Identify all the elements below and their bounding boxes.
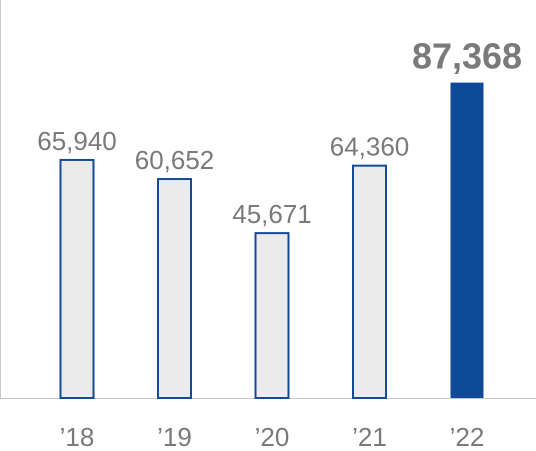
- bars-group: [59, 82, 484, 399]
- category-label-1: ’19: [157, 422, 192, 451]
- bar-4: [450, 82, 484, 399]
- bar-3: [352, 164, 387, 399]
- value-label-3: 64,360: [330, 132, 410, 162]
- value-labels-group: 65,940 60,652 45,671 64,360 87,368: [37, 36, 522, 230]
- category-labels-group: ’18 ’19 ’20 ’21 ’22: [60, 422, 485, 451]
- bar-0: [59, 158, 95, 399]
- category-label-0: ’18: [60, 422, 95, 451]
- value-label-0: 65,940: [37, 126, 117, 156]
- bar-1: [157, 178, 192, 399]
- category-label-2: ’20: [255, 422, 290, 451]
- value-label-2: 45,671: [232, 199, 312, 229]
- value-label-1: 60,652: [135, 145, 215, 175]
- category-label-3: ’21: [352, 422, 387, 451]
- value-label-4: 87,368: [412, 36, 522, 77]
- bar-2: [254, 232, 290, 399]
- category-label-4: ’22: [450, 422, 485, 451]
